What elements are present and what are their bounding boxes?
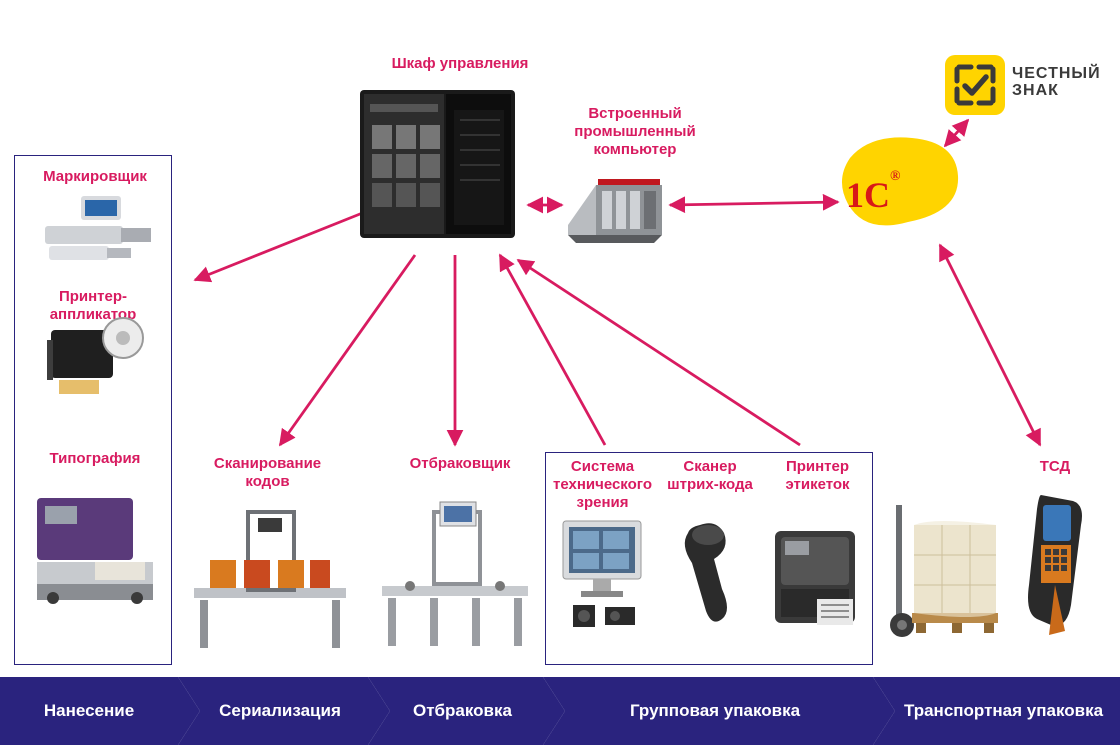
label-rejector: Отбраковщик: [395, 455, 525, 473]
onec-text: 1C: [846, 175, 890, 215]
label-tsd: ТСД: [1020, 458, 1090, 476]
label-scanning: Сканирование кодов: [195, 455, 340, 491]
device-barcode-scanner: [670, 515, 745, 635]
arrow-cab-to-marker: [195, 210, 370, 280]
honest-sign-text: ЧЕСТНЫЙ ЗНАК: [1012, 66, 1101, 100]
onec-reg-icon: ®: [890, 169, 900, 184]
arrow-cab-to-scanning: [280, 255, 415, 445]
device-embedded-pc: [560, 165, 670, 250]
device-marker: [35, 190, 155, 265]
device-rejector: [370, 490, 540, 655]
stage-label: Нанесение: [44, 701, 134, 721]
device-label-printer: [763, 515, 868, 635]
stage-label: Транспортная упаковка: [890, 701, 1103, 721]
onec-logo: 1C®: [846, 174, 900, 216]
label-label-printer: Принтер этикеток: [770, 458, 865, 494]
stage-label: Сериализация: [205, 701, 341, 721]
device-applicator: [35, 310, 155, 405]
label-barcode: Сканер штрих-кода: [665, 458, 755, 494]
device-control-cabinet: [350, 80, 525, 248]
stage-0: Нанесение: [0, 677, 178, 745]
diagram-canvas: ЧЕСТНЫЙ ЗНАК 1C® Шкаф управления: [0, 0, 1120, 745]
label-marker: Маркировщик: [35, 168, 155, 186]
label-control-cabinet: Шкаф управления: [360, 55, 560, 73]
stage-label: Групповая упаковка: [616, 701, 800, 721]
stage-2: Отбраковка: [368, 677, 543, 745]
device-scanning: [180, 500, 360, 655]
stage-label: Отбраковка: [399, 701, 512, 721]
label-embedded-pc: Встроенный промышленный компьютер: [560, 105, 710, 159]
stage-3: Групповая упаковка: [543, 677, 873, 745]
stage-4: Транспортная упаковка: [873, 677, 1120, 745]
label-vision: Система технического зрения: [550, 458, 655, 512]
device-typography: [25, 480, 165, 610]
device-tsd: [1015, 485, 1095, 640]
arrow-1c-tsd: [940, 245, 1040, 445]
label-typography: Типография: [35, 450, 155, 468]
arrow-tsd-to-cab: [518, 260, 800, 445]
stage-1: Сериализация: [178, 677, 368, 745]
arrow-pc-1c: [670, 202, 838, 205]
honest-sign-icon: [945, 55, 1005, 115]
device-pallet: [888, 495, 1008, 645]
device-vision: [555, 515, 655, 635]
stage-row: Нанесение Сериализация Отбраковка Групповая…: [0, 677, 1120, 745]
